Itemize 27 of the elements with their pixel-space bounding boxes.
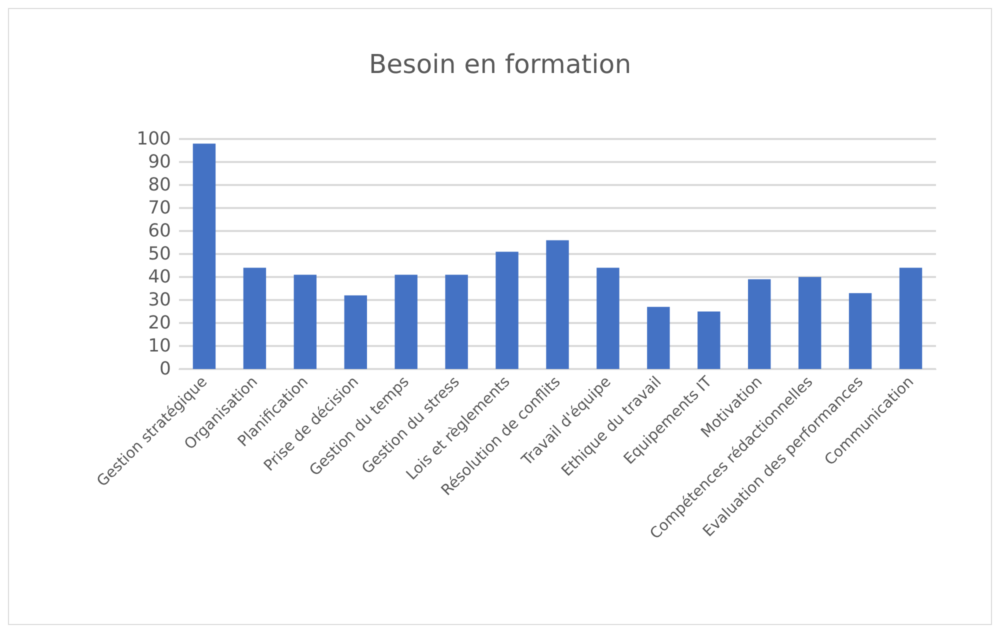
bar [698, 312, 720, 369]
y-tick-label: 60 [148, 220, 171, 242]
bar [647, 306, 670, 369]
y-tick-label: 80 [148, 174, 171, 196]
y-tick-label: 30 [148, 290, 171, 310]
bar [294, 274, 317, 369]
bar [394, 274, 418, 369]
bar [596, 268, 620, 369]
bar [546, 240, 569, 369]
y-tick-label: 70 [148, 198, 171, 218]
y-tick-label: 50 [148, 244, 171, 264]
chart-title: Besoin en formation [368, 50, 632, 80]
bar [192, 144, 216, 369]
y-tick-label: 20 [148, 312, 171, 334]
bar [748, 279, 771, 369]
y-tick-label: 90 [148, 152, 171, 172]
bar [344, 295, 367, 369]
bar [899, 268, 922, 369]
y-tick-label: 0 [160, 358, 171, 380]
y-tick-label: 40 [148, 266, 171, 288]
bar [445, 274, 468, 369]
y-tick-label: 100 [136, 128, 171, 150]
bar [848, 293, 872, 369]
bar [798, 277, 822, 369]
y-tick-label: 10 [148, 336, 171, 356]
bar [243, 268, 266, 369]
bar [496, 252, 518, 369]
